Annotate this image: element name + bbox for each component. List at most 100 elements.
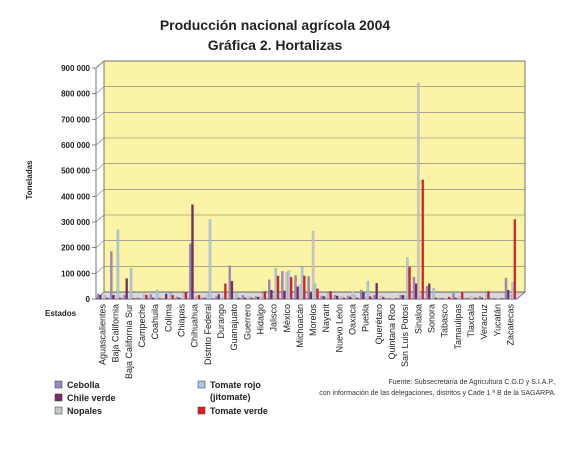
gridline-depth <box>95 137 105 146</box>
y-tick-label: 700 000 <box>61 115 90 124</box>
bar-tomate-6 <box>169 292 172 300</box>
bar-nopales-7 <box>180 298 183 300</box>
chart-title: Producción nacional agrícola 2004 <box>160 17 391 33</box>
y-tick-label: 600 000 <box>61 141 90 150</box>
bar-cebolla-1 <box>96 293 100 300</box>
gridline-depth <box>95 163 105 171</box>
bar-chile-30 <box>480 297 484 300</box>
bar-chile-17 <box>309 292 313 300</box>
x-tick-label: Tlaxcala <box>466 304 476 338</box>
x-tick-label: Zacatecas <box>505 304 515 346</box>
bar-nopales-27 <box>443 298 446 300</box>
bar-chile-3 <box>125 278 128 300</box>
bar-tomate-22 <box>379 295 383 300</box>
bar-tomate-17 <box>316 288 319 300</box>
bar-tomate-17 <box>314 283 317 300</box>
gridline-depth <box>95 214 105 223</box>
bar-tomate-29 <box>474 297 477 300</box>
bar-cebolla-9 <box>202 297 205 300</box>
bar-nopales-30 <box>482 298 486 300</box>
bar-tomate-12 <box>248 296 251 300</box>
bar-chile-32 <box>507 289 510 300</box>
y-tick-label: 900 000 <box>61 64 90 73</box>
bar-cebolla-12 <box>241 295 245 300</box>
bar-tomate-24 <box>406 257 409 300</box>
bar-tomate-14 <box>274 268 278 300</box>
x-tick-label: Chihuahua <box>190 304 200 348</box>
x-tick-label: Baja California Sur <box>124 304 134 379</box>
bar-nopales-12 <box>246 296 249 300</box>
x-tick-label: Veracruz <box>479 304 489 340</box>
bar-nopales-14 <box>272 295 275 300</box>
bar-tomate-15 <box>289 277 293 300</box>
bar-nopales-24 <box>403 296 407 300</box>
bar-chile-29 <box>467 298 470 300</box>
bar-nopales-17 <box>311 230 315 300</box>
bar-chile-21 <box>362 292 365 300</box>
legend-swatch <box>197 406 206 415</box>
bar-chile-1 <box>99 295 102 300</box>
bar-nopales-18 <box>325 297 328 300</box>
bar-tomate-2 <box>116 229 120 300</box>
bar-tomate-2 <box>118 297 122 300</box>
bar-tomate-20 <box>353 295 356 300</box>
bar-tomate-7 <box>182 292 185 300</box>
bar-cebolla-4 <box>136 297 139 300</box>
bar-chile-6 <box>164 293 168 300</box>
bar-tomate-19 <box>342 297 345 300</box>
y-tick-label: 100 000 <box>61 269 90 278</box>
bar-tomate-13 <box>263 291 267 300</box>
bar-chile-25 <box>414 283 418 300</box>
bar-nopales-3 <box>127 297 131 300</box>
bar-chile-27 <box>441 298 444 300</box>
bar-tomate-30 <box>487 291 490 300</box>
bar-tomate-12 <box>250 297 253 300</box>
bar-chile-16 <box>296 286 299 300</box>
bar-chile-28 <box>454 297 457 300</box>
bar-nopales-25 <box>417 82 420 300</box>
legend-swatch <box>197 380 206 389</box>
x-tick-label: Oaxaca <box>348 304 358 335</box>
x-tick-label: Hidalgo <box>255 304 265 335</box>
bar-cebolla-18 <box>320 295 324 300</box>
legend-swatch <box>54 406 63 415</box>
bar-nopales-9 <box>206 293 210 300</box>
bar-tomate-27 <box>445 298 449 300</box>
bar-chile-31 <box>493 298 497 300</box>
bar-cebolla-19 <box>333 295 337 300</box>
bar-nopales-23 <box>390 298 394 300</box>
bar-chile-4 <box>138 298 142 300</box>
x-tick-label: San Luis Potosí <box>400 304 410 368</box>
bar-nopales-16 <box>298 284 302 300</box>
bar-chile-18 <box>322 296 326 300</box>
bar-cebolla-20 <box>346 295 350 300</box>
bar-nopales-6 <box>167 298 170 300</box>
bar-chile-10 <box>217 294 220 300</box>
bar-tomate-26 <box>432 288 435 300</box>
bar-cebolla-29 <box>465 297 468 300</box>
bar-nopales-1 <box>101 298 104 300</box>
x-tick-label: Yucatán <box>492 304 502 337</box>
bar-nopales-26 <box>430 298 433 300</box>
bar-cebolla-2 <box>110 251 113 300</box>
bar-chile-5 <box>151 297 155 300</box>
bar-tomate-21 <box>366 280 370 300</box>
x-tick-label: Michoacán <box>295 304 305 348</box>
bar-tomate-21 <box>368 296 372 300</box>
x-tick-label: México <box>282 304 292 333</box>
bar-cebolla-23 <box>386 298 389 300</box>
x-tick-label: Distrito Federal <box>203 304 213 365</box>
x-tick-label: Coahuila <box>150 304 160 340</box>
bar-cebolla-22 <box>373 295 376 300</box>
bar-tomate-11 <box>237 297 240 300</box>
bar-cebolla-28 <box>452 293 455 300</box>
bar-nopales-2 <box>114 298 117 300</box>
x-tick-label: Guerrero <box>242 304 252 340</box>
bar-cebolla-16 <box>294 275 297 300</box>
bar-nopales-19 <box>338 298 341 300</box>
chart-subtitle: Gráfica 2. Hortalizas <box>208 37 343 53</box>
x-tick-label: Chiapas <box>177 304 187 338</box>
bar-tomate-3 <box>132 298 135 300</box>
bar-cebolla-8 <box>189 243 192 300</box>
